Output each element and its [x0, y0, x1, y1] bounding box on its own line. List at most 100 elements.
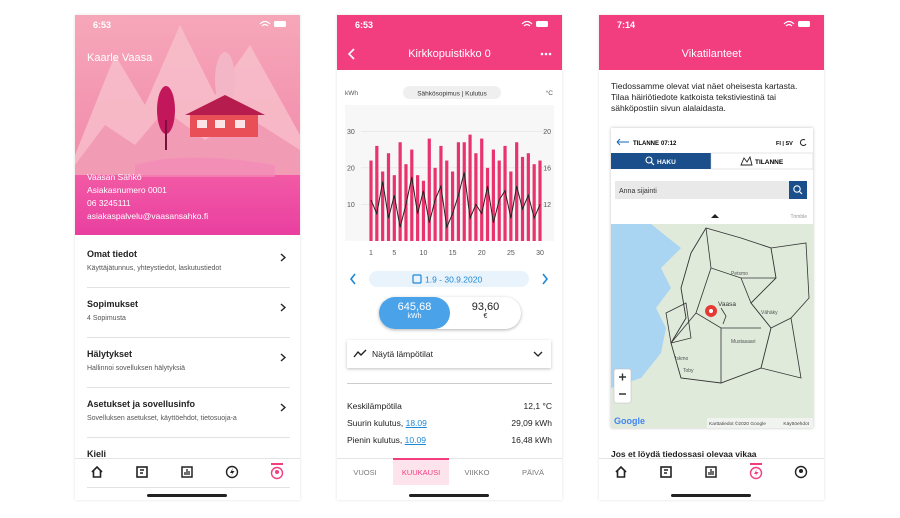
- app-bar: [599, 15, 824, 70]
- google-logo: Google: [614, 416, 645, 426]
- decoration: [280, 403, 286, 412]
- nav-bills[interactable]: [659, 465, 673, 479]
- total-energy-value: 645,68: [397, 301, 432, 313]
- map-search[interactable]: [615, 181, 789, 199]
- menu-item[interactable]: Kieli: [87, 437, 290, 488]
- status-time: 6:53: [355, 20, 374, 30]
- total-energy[interactable]: 645,68 kWh: [379, 297, 450, 329]
- decoration: [615, 465, 627, 478]
- decoration: [670, 227, 777, 384]
- fault-map-embed: TILANNE 07:12 FI | SV HAKU TILANNE Anna …: [611, 128, 813, 428]
- decoration: [184, 469, 190, 475]
- prev-month[interactable]: [349, 273, 356, 285]
- temperature-toggle-label: Näytä lämpötilat: [372, 349, 433, 359]
- temperature-toggle[interactable]: Näytä lämpötilat: [347, 340, 551, 368]
- map-tab-active[interactable]: [611, 153, 711, 169]
- bar: [491, 149, 495, 241]
- bottom-nav: [75, 458, 300, 487]
- stat-date-link[interactable]: 18.09: [405, 418, 427, 428]
- divider: [347, 383, 552, 384]
- menu-item[interactable]: Asetukset ja sovellusinfo Sovelluksen ase…: [87, 387, 290, 438]
- nav-home[interactable]: [90, 465, 104, 479]
- nav-home[interactable]: [614, 465, 628, 479]
- stat-label: Pienin kulutus,: [347, 435, 405, 445]
- bar: [538, 160, 542, 241]
- bottom-nav: [599, 458, 824, 487]
- y-tick-label: 20: [347, 165, 355, 172]
- decoration: [749, 466, 763, 480]
- map-attribution: Karttatiedot ©2020 Google: [709, 420, 766, 427]
- map-place: Vaasa: [718, 301, 736, 308]
- status-icons: [521, 20, 548, 27]
- menu-item[interactable]: Omat tiedot Käyttäjätunnus, yhteystiedot,…: [87, 237, 290, 288]
- search-button[interactable]: [789, 181, 807, 199]
- chevron: [280, 303, 286, 312]
- nav-faults-active[interactable]: [749, 463, 763, 481]
- decoration: [280, 353, 286, 362]
- tab[interactable]: PÄIVÄ: [521, 468, 545, 477]
- phone-profile: 6:53 Kaarle Vaasa Vaasan Sähkö Asiakasnu…: [75, 15, 300, 500]
- decoration: [720, 307, 727, 325]
- back-button[interactable]: [347, 48, 357, 60]
- tab[interactable]: VUOSI: [353, 468, 377, 477]
- tab-active[interactable]: KUUKAUSI: [393, 458, 449, 485]
- date-pill[interactable]: [369, 271, 529, 287]
- nav-profile[interactable]: [794, 465, 808, 479]
- map-place: Vähäky: [761, 310, 778, 316]
- bar: [386, 153, 391, 241]
- map-tab[interactable]: [710, 152, 813, 170]
- x-tick-label: 1: [369, 250, 373, 257]
- decoration: [181, 466, 193, 478]
- decoration: [750, 463, 762, 465]
- decoration: [548, 52, 552, 56]
- total-cost[interactable]: 93,60 €: [450, 297, 521, 329]
- stat-date-link[interactable]: 10.09: [404, 435, 426, 445]
- decoration: [533, 351, 543, 357]
- map-place: Mustasaari: [731, 339, 755, 345]
- zoom-controls[interactable]: [613, 368, 632, 404]
- menu-item[interactable]: Sopimukset 4 Sopimusta: [87, 287, 290, 338]
- menu-item[interactable]: Hälytykset Hallinnoi sovelluksen hälytyks…: [87, 337, 290, 388]
- total-cost-value: 93,60: [471, 301, 500, 313]
- language-switch[interactable]: FI | SV: [776, 141, 793, 147]
- x-tick-label: 10: [420, 250, 428, 257]
- legend-label: Sähkösopimus | Kulutus: [417, 91, 487, 98]
- bar: [462, 142, 466, 241]
- bar: [375, 145, 379, 241]
- map-terms[interactable]: Käyttöehdot: [783, 421, 809, 427]
- decoration: [708, 469, 714, 475]
- date-selector: 1.9 - 30.9.2020: [349, 271, 549, 287]
- more-button[interactable]: [540, 52, 552, 56]
- map-tab-label: TILANNE: [755, 159, 784, 166]
- status-time: 6:53: [93, 20, 112, 30]
- tab[interactable]: VIIKKO: [464, 468, 490, 477]
- decoration: [235, 120, 245, 128]
- nav-bills[interactable]: [135, 465, 149, 479]
- y-tick-label: 10: [347, 202, 355, 209]
- decoration: [665, 302, 692, 344]
- screen-title: Vikatilanteet: [681, 48, 742, 60]
- next-month[interactable]: [542, 273, 549, 285]
- screen-title: Kirkkopuistikko 0: [408, 48, 491, 60]
- menu-subtitle: Käyttäjätunnus, yhteystiedot, laskutusti…: [87, 265, 222, 272]
- fault-pin[interactable]: [705, 305, 718, 326]
- bar: [456, 142, 461, 241]
- decoration: [271, 463, 283, 465]
- temperature-line: [370, 172, 541, 230]
- dropdown-arrow: [533, 351, 543, 357]
- nav-consumption[interactable]: [180, 465, 194, 479]
- bar: [468, 134, 472, 241]
- decoration: [707, 418, 813, 428]
- decoration: [165, 120, 167, 150]
- date-range: 1.9 - 30.9.2020: [425, 275, 482, 285]
- bar: [485, 167, 490, 241]
- nav-consumption[interactable]: [704, 465, 718, 479]
- menu-title: Kieli: [87, 449, 107, 459]
- menu-subtitle: Sovelluksen asetukset, käyttöehdot, tiet…: [87, 415, 237, 422]
- nav-profile-active[interactable]: [270, 463, 284, 481]
- decoration: [740, 155, 753, 166]
- y-tick-label: 30: [347, 129, 355, 136]
- nav-faults[interactable]: [225, 465, 239, 479]
- total-energy-unit: kWh: [407, 313, 422, 320]
